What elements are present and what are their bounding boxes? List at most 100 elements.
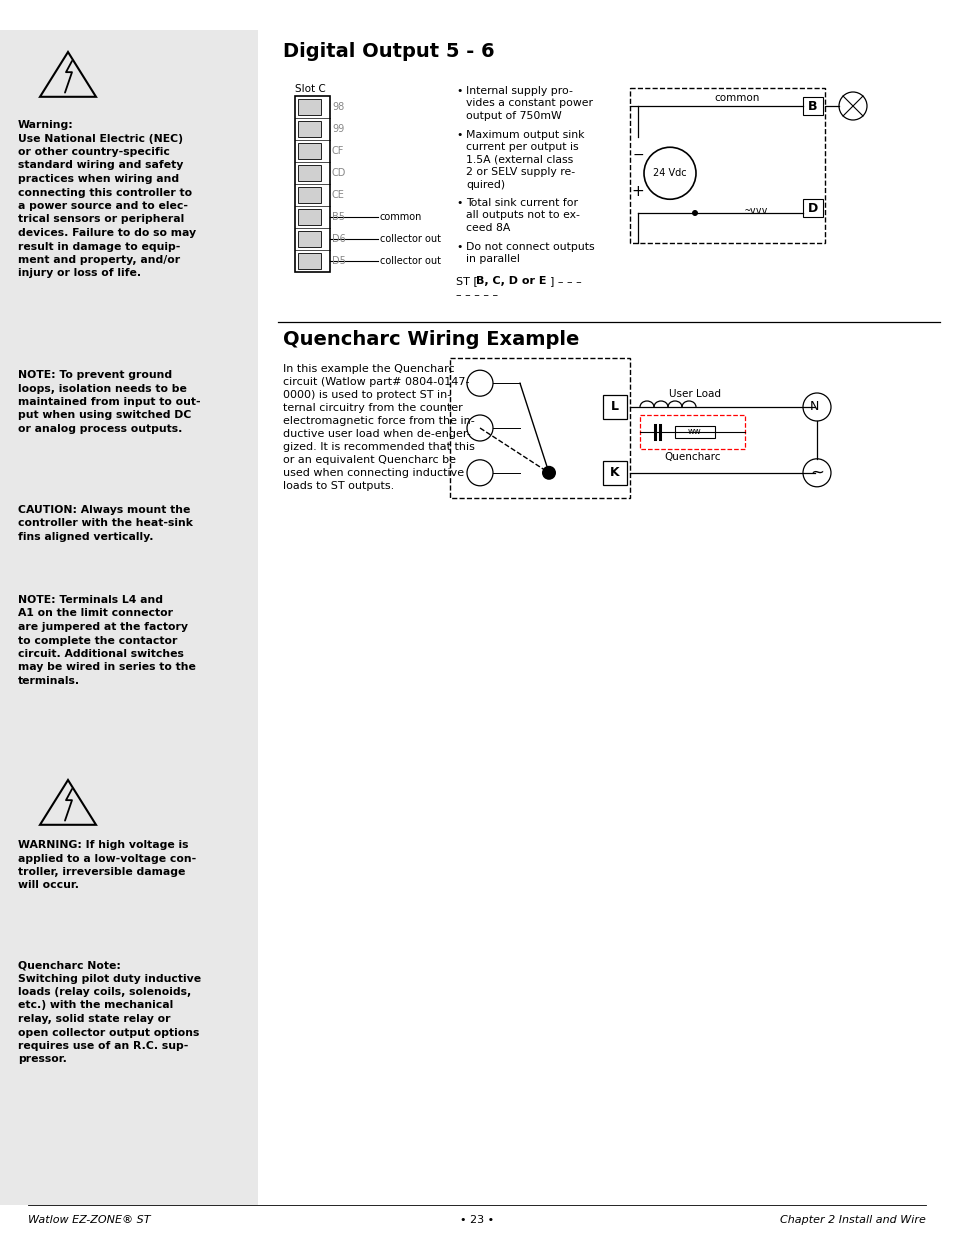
Text: • 23 •: • 23 • xyxy=(459,1215,494,1225)
Text: NOTE: Terminals L4 and: NOTE: Terminals L4 and xyxy=(18,595,163,605)
Text: •: • xyxy=(456,130,462,140)
Text: maintained from input to out-: maintained from input to out- xyxy=(18,396,200,408)
Text: ] – – –: ] – – – xyxy=(550,277,581,287)
Text: CF: CF xyxy=(332,146,344,156)
Text: 99: 99 xyxy=(332,124,344,135)
Text: loads (relay coils, solenoids,: loads (relay coils, solenoids, xyxy=(18,987,191,997)
Text: used when connecting inductive: used when connecting inductive xyxy=(283,468,464,478)
Text: 24 Vdc: 24 Vdc xyxy=(653,168,686,178)
Text: requires use of an R.C. sup-: requires use of an R.C. sup- xyxy=(18,1041,188,1051)
Text: common: common xyxy=(714,93,760,103)
Text: in parallel: in parallel xyxy=(465,254,519,264)
Bar xyxy=(297,99,320,115)
Text: ww: ww xyxy=(687,427,701,436)
Text: a power source and to elec-: a power source and to elec- xyxy=(18,201,188,211)
Text: 2 or SELV supply re-: 2 or SELV supply re- xyxy=(465,167,575,177)
Bar xyxy=(450,358,629,498)
Text: fins aligned vertically.: fins aligned vertically. xyxy=(18,532,153,542)
Text: Watlow EZ-ZONE® ST: Watlow EZ-ZONE® ST xyxy=(28,1215,151,1225)
Text: loops, isolation needs to be: loops, isolation needs to be xyxy=(18,384,187,394)
Text: A1 on the limit connector: A1 on the limit connector xyxy=(18,609,172,619)
Text: K: K xyxy=(610,467,619,479)
Text: all outputs not to ex-: all outputs not to ex- xyxy=(465,210,579,221)
Text: gized. It is recommended that this: gized. It is recommended that this xyxy=(283,442,475,452)
Text: WARNING: If high voltage is: WARNING: If high voltage is xyxy=(18,840,189,850)
Text: result in damage to equip-: result in damage to equip- xyxy=(18,242,180,252)
Text: injury or loss of life.: injury or loss of life. xyxy=(18,268,141,279)
Text: common: common xyxy=(379,212,422,222)
Text: In this example the Quencharc: In this example the Quencharc xyxy=(283,364,455,374)
Bar xyxy=(802,98,822,115)
Text: terminals.: terminals. xyxy=(18,676,80,685)
Bar xyxy=(629,88,824,243)
Text: are jumpered at the factory: are jumpered at the factory xyxy=(18,622,188,632)
Text: Total sink current for: Total sink current for xyxy=(465,198,578,207)
Text: collector out: collector out xyxy=(379,256,440,266)
Text: pressor.: pressor. xyxy=(18,1055,67,1065)
Text: Chapter 2 Install and Wire: Chapter 2 Install and Wire xyxy=(780,1215,925,1225)
Text: will occur.: will occur. xyxy=(18,881,79,890)
Text: may be wired in series to the: may be wired in series to the xyxy=(18,662,195,673)
Text: B5: B5 xyxy=(332,212,345,222)
Bar xyxy=(294,96,330,272)
Bar xyxy=(297,253,320,269)
Text: current per output is: current per output is xyxy=(465,142,578,152)
Text: Slot C: Slot C xyxy=(294,84,325,94)
Circle shape xyxy=(691,210,698,216)
Text: 1.5A (external class: 1.5A (external class xyxy=(465,154,573,164)
Text: CAUTION: Always mount the: CAUTION: Always mount the xyxy=(18,505,191,515)
Text: CE: CE xyxy=(332,190,345,200)
Text: L: L xyxy=(610,400,618,414)
Text: Warning:: Warning: xyxy=(18,120,73,130)
Bar xyxy=(297,121,320,137)
Text: •: • xyxy=(456,86,462,96)
Text: collector out: collector out xyxy=(379,233,440,245)
Bar xyxy=(802,199,822,217)
Text: loads to ST outputs.: loads to ST outputs. xyxy=(283,480,394,492)
Text: D: D xyxy=(807,201,818,215)
Text: 0000) is used to protect ST in-: 0000) is used to protect ST in- xyxy=(283,390,451,400)
Text: or other country-specific: or other country-specific xyxy=(18,147,170,157)
Text: Quencharc: Quencharc xyxy=(664,452,720,462)
Text: B, C, D or E: B, C, D or E xyxy=(476,277,546,287)
Text: or an equivalent Quencharc be: or an equivalent Quencharc be xyxy=(283,454,456,466)
Text: D5: D5 xyxy=(332,256,346,266)
Text: Quencharc Wiring Example: Quencharc Wiring Example xyxy=(283,330,578,350)
Text: electromagnetic force from the in-: electromagnetic force from the in- xyxy=(283,416,475,426)
Text: N: N xyxy=(809,400,819,414)
Text: −: − xyxy=(632,148,643,162)
Text: circuit (Watlow part# 0804-0147-: circuit (Watlow part# 0804-0147- xyxy=(283,377,469,387)
Text: User Load: User Load xyxy=(668,389,720,399)
Text: controller with the heat-sink: controller with the heat-sink xyxy=(18,519,193,529)
Text: practices when wiring and: practices when wiring and xyxy=(18,174,179,184)
Text: •: • xyxy=(456,198,462,207)
Text: ductive user load when de-enger-: ductive user load when de-enger- xyxy=(283,429,470,438)
Text: put when using switched DC: put when using switched DC xyxy=(18,410,192,420)
Text: D6: D6 xyxy=(332,233,345,245)
Bar xyxy=(602,461,626,485)
Text: CD: CD xyxy=(332,168,346,178)
Text: •: • xyxy=(456,242,462,252)
Text: circuit. Additional switches: circuit. Additional switches xyxy=(18,650,184,659)
Text: ment and property, and/or: ment and property, and/or xyxy=(18,254,180,266)
Text: ST [: ST [ xyxy=(456,277,477,287)
Text: – – – – –: – – – – – xyxy=(456,289,497,300)
Text: NOTE: To prevent ground: NOTE: To prevent ground xyxy=(18,370,172,380)
Text: ~: ~ xyxy=(809,464,823,482)
Text: Do not connect outputs: Do not connect outputs xyxy=(465,242,594,252)
Bar xyxy=(297,209,320,225)
Text: vides a constant power: vides a constant power xyxy=(465,99,593,109)
Bar xyxy=(297,231,320,247)
Text: Quencharc Note:: Quencharc Note: xyxy=(18,960,121,969)
Text: Digital Output 5 - 6: Digital Output 5 - 6 xyxy=(283,42,494,61)
Bar xyxy=(297,186,320,203)
Bar xyxy=(602,395,626,419)
Text: connecting this controller to: connecting this controller to xyxy=(18,188,192,198)
Text: or analog process outputs.: or analog process outputs. xyxy=(18,424,182,433)
Bar xyxy=(0,30,257,1205)
Circle shape xyxy=(541,466,556,480)
Text: ceed 8A: ceed 8A xyxy=(465,224,510,233)
Text: ~vvv: ~vvv xyxy=(744,206,768,216)
Text: B: B xyxy=(807,100,817,112)
Text: Maximum output sink: Maximum output sink xyxy=(465,130,584,140)
